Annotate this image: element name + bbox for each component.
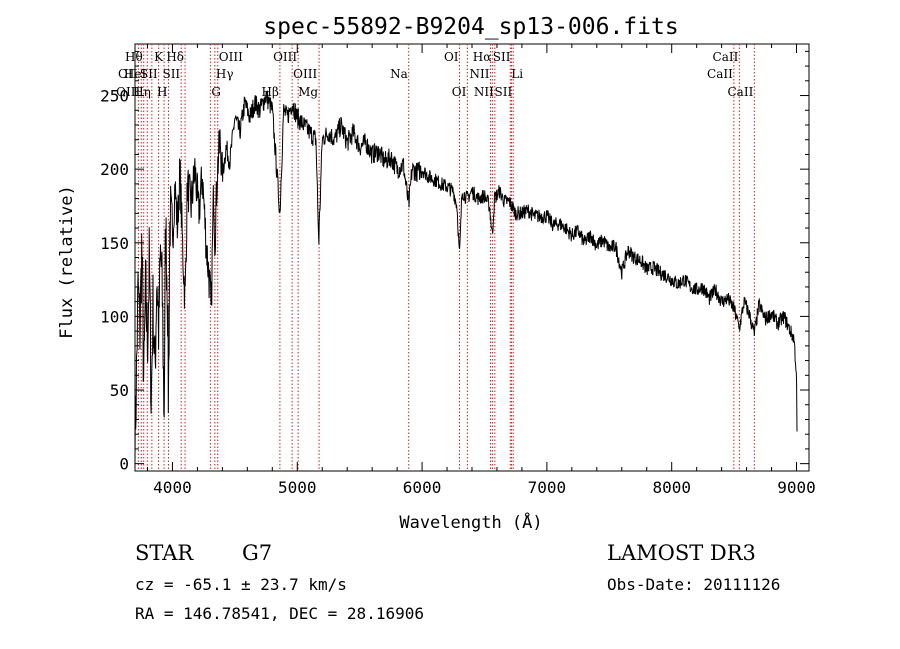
obs-date-text: Obs-Date: 20111126 (607, 575, 780, 594)
spectral-line-label: SII (162, 67, 180, 81)
plot-frame (134, 43, 810, 472)
x-tick-label: 8000 (652, 478, 691, 497)
coordinates-text: RA = 146.78541, DEC = 28.16906 (135, 604, 424, 623)
redshift-text: cz = -65.1 ± 23.7 km/s (135, 575, 347, 594)
y-tick-label: 250 (100, 87, 129, 106)
x-tick-label: 9000 (777, 478, 816, 497)
spectral-line-label: Mg (298, 85, 318, 99)
object-subclass: G7 (242, 541, 272, 565)
spectral-line-label: NII (474, 85, 494, 99)
x-tick-label: 5000 (278, 478, 317, 497)
y-tick-label: 200 (100, 160, 129, 179)
spectral-line-label: G (211, 85, 221, 99)
y-tick-label: 50 (110, 381, 129, 400)
spectral-line-label: K (154, 50, 164, 64)
spectral-line-label: Hθ (125, 50, 143, 64)
x-tick-label: 4000 (153, 478, 192, 497)
spectral-line-label: Li (511, 67, 523, 81)
spectral-line-label: OIII (273, 50, 297, 64)
spectral-line-label: CaII (728, 85, 754, 99)
spectral-line-label: SII (494, 85, 512, 99)
spectral-line-label: Hα (473, 50, 492, 64)
spectral-line-markers (137, 44, 755, 471)
spectral-line-label: OII (118, 67, 138, 81)
spectral-line-label: OI (444, 50, 459, 64)
object-class: STAR (135, 541, 194, 565)
spectral-line-label: Hδ (166, 50, 184, 64)
x-tick-label: 6000 (403, 478, 442, 497)
y-tick-label: 150 (100, 234, 129, 253)
y-axis-label: Flux (relative) (57, 185, 77, 339)
spectral-line-label: CaII (713, 50, 739, 64)
spectral-line-label: NII (469, 67, 489, 81)
spectral-line-label: SII (493, 50, 511, 64)
spectral-line-label: Hγ (216, 67, 234, 81)
spectrum-line (134, 90, 798, 464)
x-axis-label: Wavelength (Å) (399, 511, 542, 533)
spectral-line-label: Hη (133, 85, 151, 99)
spectral-line-label: SII (140, 67, 158, 81)
spectral-line-label: Hβ (262, 85, 279, 99)
spectral-line-label: OI (452, 85, 467, 99)
spectral-line-label: OIII (219, 50, 243, 64)
spectral-line-labels: OII OIII Hθ HeI Hη SII K H SII Hδ G Hγ OIII Hβ OIII OII… (116, 50, 753, 99)
y-axis: 0 50 100 150 200 250 (100, 50, 809, 474)
y-tick-label: 100 (100, 307, 129, 326)
chart-title: spec-55892-B9204_sp13-006.fits (263, 14, 678, 40)
survey-name: LAMOST DR3 (607, 541, 756, 565)
spectral-line-label: Na (390, 67, 408, 81)
spectral-line-label: OIII (293, 67, 317, 81)
x-tick-label: 7000 (528, 478, 567, 497)
spectral-line-label: HeI (124, 67, 147, 81)
spectral-line-label: OIII (116, 85, 140, 99)
y-tick-label: 0 (119, 455, 129, 474)
spectral-line-label: H (157, 85, 167, 99)
x-axis: 4000 5000 6000 7000 8000 9000 (146, 44, 816, 497)
spectral-line-label: CaII (707, 67, 733, 81)
